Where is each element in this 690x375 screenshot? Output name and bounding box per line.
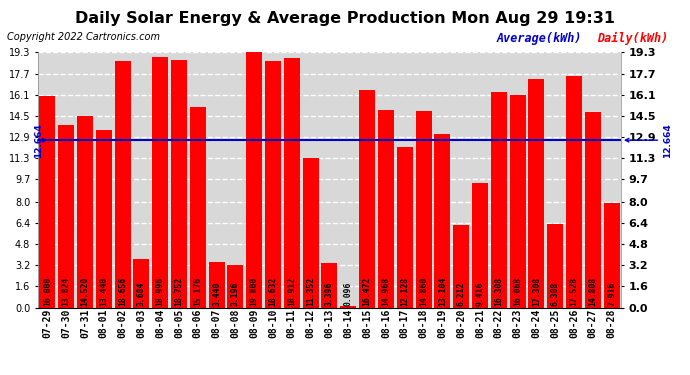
Bar <box>415 111 431 308</box>
Bar <box>472 183 488 308</box>
Bar <box>58 125 74 308</box>
Text: 17.308: 17.308 <box>532 277 541 306</box>
Text: Daily(kWh): Daily(kWh) <box>597 32 668 45</box>
Text: 16.308: 16.308 <box>494 277 503 306</box>
Bar <box>208 262 225 308</box>
Bar <box>190 107 206 307</box>
Bar <box>547 224 563 308</box>
Bar <box>453 225 469 308</box>
Bar <box>284 58 300 308</box>
Text: Daily Solar Energy & Average Production Mon Aug 29 19:31: Daily Solar Energy & Average Production … <box>75 11 615 26</box>
Bar <box>585 112 601 308</box>
Bar <box>434 134 451 308</box>
Bar <box>322 262 337 308</box>
Text: 19.800: 19.800 <box>250 277 259 306</box>
Text: 3.196: 3.196 <box>231 282 240 306</box>
Text: 6.212: 6.212 <box>457 282 466 306</box>
Bar <box>604 203 620 308</box>
Text: 18.912: 18.912 <box>287 277 297 306</box>
Text: 3.396: 3.396 <box>325 282 334 306</box>
Bar <box>303 158 319 308</box>
Text: 0.096: 0.096 <box>344 282 353 306</box>
Text: 12.128: 12.128 <box>400 277 409 306</box>
Text: 12.664: 12.664 <box>625 123 672 158</box>
Text: 14.808: 14.808 <box>589 277 598 306</box>
Text: Copyright 2022 Cartronics.com: Copyright 2022 Cartronics.com <box>7 32 160 42</box>
Text: Average(kWh): Average(kWh) <box>497 32 582 45</box>
Text: 14.860: 14.860 <box>419 277 428 306</box>
Bar <box>115 61 130 308</box>
Text: 18.752: 18.752 <box>175 277 184 306</box>
Bar <box>152 57 168 308</box>
Bar <box>566 76 582 307</box>
Bar <box>96 130 112 308</box>
Text: 9.416: 9.416 <box>475 282 484 306</box>
Bar <box>509 95 526 308</box>
Text: 6.308: 6.308 <box>551 282 560 306</box>
Text: 13.440: 13.440 <box>99 277 108 306</box>
Text: 18.632: 18.632 <box>268 277 277 306</box>
Text: 3.440: 3.440 <box>212 282 221 306</box>
Text: 13.104: 13.104 <box>438 277 447 306</box>
Bar <box>171 60 187 308</box>
Text: 11.352: 11.352 <box>306 277 315 306</box>
Bar <box>77 116 93 308</box>
Text: 14.968: 14.968 <box>382 277 391 306</box>
Bar <box>265 62 281 308</box>
Text: 16.068: 16.068 <box>513 277 522 306</box>
Bar <box>340 306 356 308</box>
Bar <box>378 110 394 308</box>
Text: 15.176: 15.176 <box>193 277 202 306</box>
Bar <box>39 96 55 308</box>
Text: 13.824: 13.824 <box>61 277 70 306</box>
Text: 7.916: 7.916 <box>607 282 616 306</box>
Bar <box>228 265 244 308</box>
Text: 12.664: 12.664 <box>34 123 46 158</box>
Bar <box>491 92 506 308</box>
Bar <box>397 147 413 308</box>
Text: 18.656: 18.656 <box>118 277 127 306</box>
Bar <box>359 90 375 308</box>
Text: 16.472: 16.472 <box>362 277 372 306</box>
Text: 3.684: 3.684 <box>137 282 146 306</box>
Text: 16.000: 16.000 <box>43 277 52 306</box>
Text: 14.520: 14.520 <box>81 277 90 306</box>
Bar <box>529 79 544 308</box>
Text: 18.996: 18.996 <box>156 277 165 306</box>
Bar <box>133 259 150 308</box>
Text: 17.528: 17.528 <box>569 277 578 306</box>
Bar <box>246 46 262 308</box>
